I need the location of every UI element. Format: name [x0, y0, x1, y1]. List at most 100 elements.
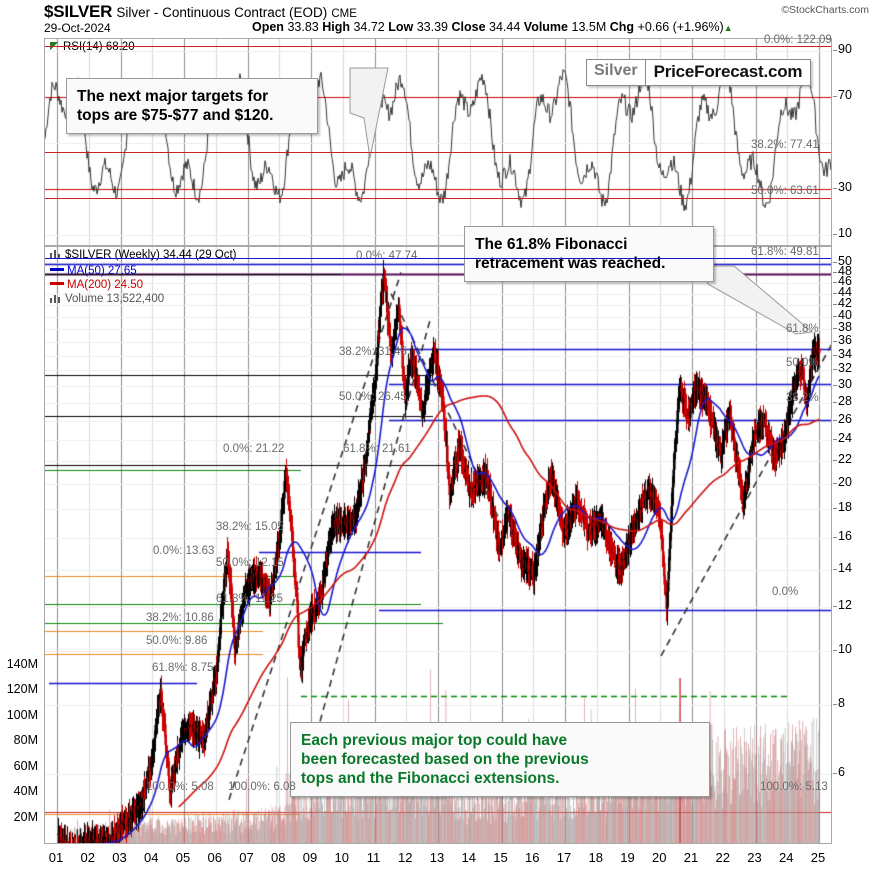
- volume-bars-icon: [50, 294, 62, 303]
- price-axis-tickmark: [833, 261, 837, 263]
- price-axis-tickmark: [833, 606, 837, 608]
- date-axis-tick: 13: [429, 850, 445, 865]
- fibonacci-level-label: 61.8%: 21.61: [343, 443, 411, 455]
- volume-axis-tick: 140M: [6, 657, 38, 671]
- price-axis-tick: 40: [838, 307, 852, 322]
- volume-legend: Volume 13,522,400: [50, 293, 164, 307]
- fibonacci-level-label: 0.0%: 13.63: [153, 545, 215, 557]
- fibonacci-level-label: 50.0%: 12.15: [216, 557, 284, 569]
- fibonacci-level-label: 38.2%: [786, 392, 819, 404]
- low-label: Low: [388, 20, 414, 34]
- date-axis-tick: 17: [556, 850, 572, 865]
- date-axis-tick: 25: [810, 850, 826, 865]
- price-axis-tick: 44: [838, 284, 852, 299]
- fibonacci-level-label: 0.0%: 21.22: [223, 443, 285, 455]
- rsi-legend: RSI(14) 68.20: [50, 41, 135, 54]
- fibonacci-level-label: 38.2%: 15.05: [216, 521, 284, 533]
- ma50-legend: MA(50) 27.65: [50, 265, 137, 279]
- volume-axis-tick: 20M: [13, 809, 38, 824]
- date-axis-tick: 02: [80, 850, 95, 865]
- close-label: Close: [451, 20, 486, 34]
- price-series-legend: $SILVER (Weekly) 34.44 (29 Oct): [50, 249, 237, 263]
- price-axis-tickmark: [833, 369, 837, 371]
- price-axis-tick: 42: [838, 295, 852, 310]
- price-axis-tickmark: [833, 385, 837, 386]
- price-axis-tickmark: [833, 438, 837, 440]
- volume-label: Volume: [523, 20, 569, 34]
- price-axis-tick: 32: [838, 361, 852, 376]
- callout-targets: The next major targets for tops are $75-…: [66, 78, 318, 134]
- low-value: 33.39: [416, 20, 448, 34]
- date-axis-tick: 07: [239, 850, 254, 865]
- fibonacci-level-label: 100.0%: 5.13: [760, 781, 828, 793]
- symbol-description: Silver - Continuous Contract (EOD): [116, 5, 328, 20]
- rsi-axis-tickmark: [833, 234, 837, 236]
- fibonacci-level-label: 61.8%: 8.75: [152, 662, 214, 674]
- date-axis-tick: 03: [112, 850, 127, 865]
- fibonacci-level-label: 50.0%: 26.45: [339, 391, 407, 403]
- price-axis-tick: 14: [838, 560, 852, 575]
- price-axis-tick: 34: [838, 346, 852, 361]
- price-axis-tickmark: [833, 401, 837, 403]
- open-label: Open: [252, 20, 284, 34]
- rsi-axis-tick: 70: [838, 87, 852, 102]
- quote-summary: Open 33.83 High 34.72 Low 33.39 Close 34…: [252, 20, 733, 34]
- fibonacci-level-label: 100.0%: 5.08: [146, 781, 214, 793]
- price-axis-tick: 6: [838, 765, 845, 780]
- candlestick-icon: [50, 249, 62, 259]
- date-axis-tick: 04: [144, 850, 159, 865]
- price-axis-tick: 46: [838, 273, 852, 288]
- symbol-label: $SILVER: [44, 2, 113, 21]
- fibonacci-level-label: 50.0%: [786, 357, 819, 369]
- fibonacci-level-label: 50.0%: 9.86: [146, 635, 208, 647]
- date-axis-tick: 21: [683, 850, 699, 865]
- ma200-legend-text: MA(200) 24.50: [67, 279, 144, 291]
- price-axis-tickmark: [833, 459, 837, 461]
- fibonacci-level-label: 61.8%: [786, 323, 819, 335]
- rsi-axis-tickmark: [833, 49, 837, 51]
- ma200-legend: MA(200) 24.50: [50, 279, 143, 293]
- price-axis-tickmark: [833, 419, 837, 421]
- price-axis-tickmark: [833, 271, 837, 273]
- price-axis-tick: 24: [838, 430, 852, 445]
- quote-date: 29-Oct-2024: [44, 21, 111, 35]
- date-axis-tick: 23: [747, 850, 762, 865]
- date-axis-tick: 08: [271, 850, 286, 865]
- price-axis-tickmark: [833, 482, 837, 484]
- volume-legend-text: Volume 13,522,400: [65, 293, 165, 305]
- chg-value: +0.66 (+1.96%): [637, 20, 724, 34]
- price-legend-text: $SILVER (Weekly) 34.44 (29 Oct): [65, 249, 237, 261]
- fibonacci-level-label: 38.2%: 31.45: [339, 346, 407, 358]
- volume-value: 13.5M: [571, 20, 607, 34]
- fib-ext-49: [45, 258, 831, 259]
- date-axis-tick: 24: [779, 850, 794, 865]
- fibonacci-level-label: 61.8%: 11.25: [216, 593, 283, 605]
- price-axis-tick: 36: [838, 333, 852, 348]
- price-axis-tick: 48: [838, 263, 852, 278]
- ma200-color-swatch: [50, 282, 64, 286]
- brand-left-label: Silver: [587, 60, 646, 85]
- fibonacci-level-label: 0.0%: [772, 586, 799, 598]
- ma50-color-swatch: [50, 268, 64, 272]
- price-axis-tickmark: [833, 508, 837, 510]
- date-axis-tick: 05: [175, 850, 191, 865]
- date-axis-tick: 10: [334, 850, 349, 865]
- price-axis-tick: 50: [838, 253, 852, 268]
- open-value: 33.83: [287, 20, 319, 34]
- price-axis-tick: 16: [838, 528, 852, 543]
- price-axis-tick: 38: [838, 319, 852, 334]
- price-axis-tick: 8: [838, 695, 845, 710]
- fibonacci-level-label: 0.0%: 122.09: [764, 34, 832, 46]
- callout-targets-pointer: [349, 67, 389, 159]
- price-axis-tickmark: [833, 773, 837, 775]
- chart-title: $SILVER Silver - Continuous Contract (EO…: [44, 2, 357, 22]
- up-triangle-icon: ▲: [723, 23, 733, 33]
- date-axis-tick: 09: [302, 850, 318, 865]
- callout-fib-reached: The 61.8% Fibonacci retracement was reac…: [464, 226, 714, 282]
- price-axis-tickmark: [833, 354, 837, 356]
- volume-axis-tick: 40M: [13, 784, 38, 799]
- date-axis-tick: 15: [493, 850, 508, 865]
- chg-label: Chg: [609, 20, 635, 34]
- price-axis-tickmark: [833, 568, 837, 570]
